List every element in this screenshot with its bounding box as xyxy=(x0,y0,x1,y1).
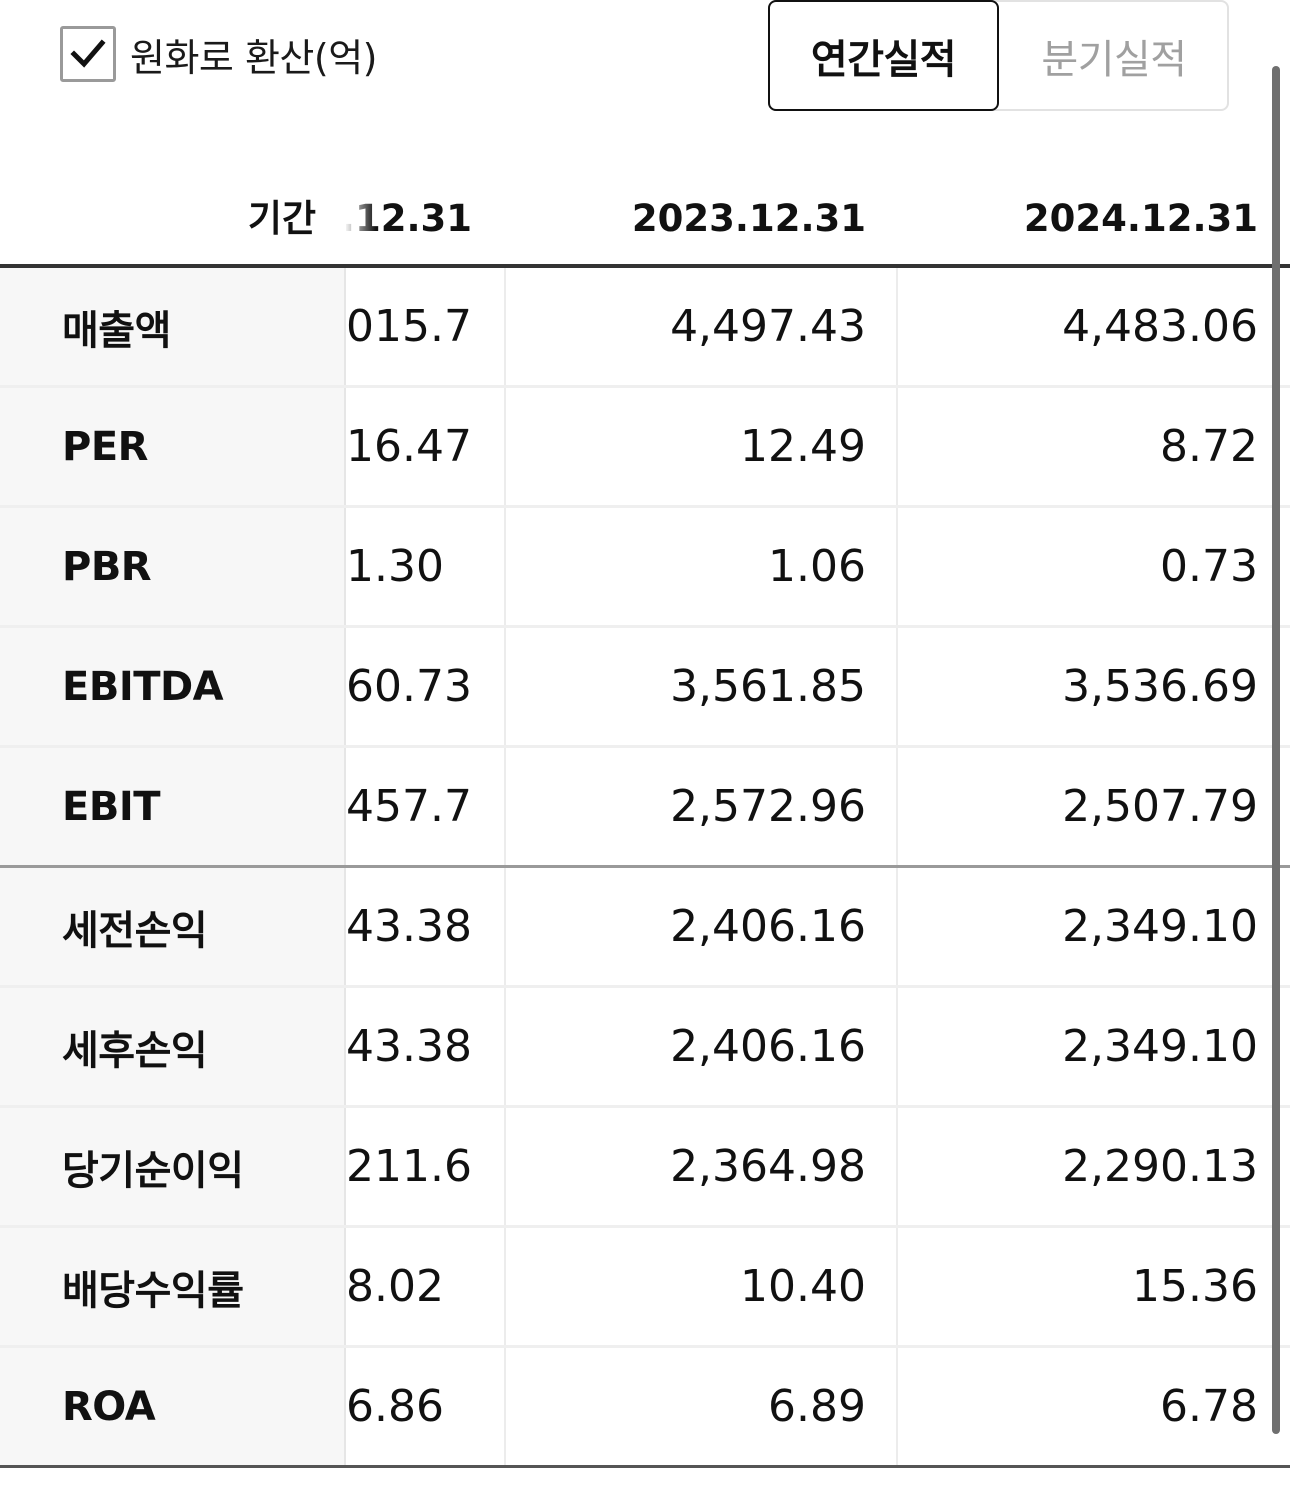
tab-quarterly[interactable]: 분기실적 xyxy=(1041,36,1187,83)
tab-annual[interactable]: 연간실적 xyxy=(768,0,999,111)
cell-value: 15.36 xyxy=(1132,1261,1258,1312)
period-header-label: 기간 xyxy=(247,197,316,240)
cell-value: 10.40 xyxy=(740,1261,866,1312)
cell-value: ‎1.30‎ xyxy=(346,541,444,592)
cell-value: 4,483.06 xyxy=(1062,301,1258,352)
cell-value: ‎8.02‎ xyxy=(346,1261,444,1312)
cell-value: ‎015.77‎ xyxy=(346,301,472,352)
cell-value: 2,290.13 xyxy=(1062,1141,1258,1192)
column-header-2022: ‎2.12.31‎ xyxy=(346,197,472,240)
cell-value: 2,349.10 xyxy=(1062,1021,1258,1072)
column-divider xyxy=(896,988,898,1105)
table-row-pbr: PBR ‎1.30‎ 1.06 0.73 xyxy=(0,508,1290,628)
cell-value: 3,561.85 xyxy=(670,661,866,712)
column-divider xyxy=(896,1348,898,1465)
table-row-roa: ROA ‎6.86‎ 6.89 6.78 xyxy=(0,1348,1290,1468)
cell-value: 2,406.16 xyxy=(670,1021,866,1072)
table-header-row: 기간 ‎2.12.31‎ 2023.12.31 2024.12.31 xyxy=(0,150,1290,268)
table-row-revenue: 매출액 ‎015.77‎ 4,497.43 4,483.06 xyxy=(0,268,1290,388)
column-divider xyxy=(504,388,506,505)
cell-value: ‎16.47‎ xyxy=(346,421,472,472)
cell-value: 3,536.69 xyxy=(1062,661,1258,712)
krw-convert-toggle[interactable]: 원화로 환산(억) xyxy=(60,24,378,84)
row-label: ROA xyxy=(0,1348,346,1465)
cell-value: 0.73 xyxy=(1160,541,1258,592)
column-divider xyxy=(896,1228,898,1345)
column-divider xyxy=(896,268,898,385)
krw-convert-checkbox[interactable] xyxy=(60,26,116,82)
cell-value: 2,507.79 xyxy=(1062,781,1258,832)
checkmark-icon xyxy=(70,39,106,68)
cell-value: ‎60.73‎ xyxy=(346,661,472,712)
cell-value: ‎43.38‎ xyxy=(346,901,472,952)
column-divider xyxy=(504,748,506,865)
column-header-2024: 2024.12.31 xyxy=(1023,197,1258,240)
row-label: 세전손익 xyxy=(0,868,346,985)
row-label: EBIT xyxy=(0,748,346,865)
column-divider xyxy=(896,868,898,985)
column-divider xyxy=(504,628,506,745)
column-divider xyxy=(896,508,898,625)
row-label: 당기순이익 xyxy=(0,1108,346,1225)
column-divider xyxy=(504,1228,506,1345)
column-divider xyxy=(504,268,506,385)
column-divider xyxy=(504,508,506,625)
cell-value: 2,572.96 xyxy=(670,781,866,832)
row-label: EBITDA xyxy=(0,628,346,745)
column-divider xyxy=(896,388,898,505)
table-row-pretax-income: 세전손익 ‎43.38‎ 2,406.16 2,349.10 xyxy=(0,868,1290,988)
column-divider xyxy=(504,988,506,1105)
table-row-per: PER ‎16.47‎ 12.49 8.72 xyxy=(0,388,1290,508)
table-row-aftertax-income: 세후손익 ‎43.38‎ 2,406.16 2,349.10 xyxy=(0,988,1290,1108)
cell-value: ‎6.86‎ xyxy=(346,1381,444,1432)
table-row-ebit: EBIT ‎457.72‎ 2,572.96 2,507.79 xyxy=(0,748,1290,868)
cell-value: ‎43.38‎ xyxy=(346,1021,472,1072)
column-divider xyxy=(504,1108,506,1225)
period-tabs: 연간실적 분기실적 xyxy=(768,0,1229,111)
table-row-ebitda: EBITDA ‎60.73‎ 3,561.85 3,536.69 xyxy=(0,628,1290,748)
cell-value: 4,497.43 xyxy=(670,301,866,352)
cell-value: 2,406.16 xyxy=(670,901,866,952)
cell-value: 8.72 xyxy=(1160,421,1258,472)
krw-convert-label: 원화로 환산(억) xyxy=(130,35,378,80)
row-label: PBR xyxy=(0,508,346,625)
cell-value: ‎211.62‎ xyxy=(346,1141,472,1192)
cell-value: 1.06 xyxy=(768,541,866,592)
cell-value: ‎457.72‎ xyxy=(346,781,472,832)
vertical-scrollbar[interactable] xyxy=(1272,66,1280,1434)
column-divider xyxy=(896,1108,898,1225)
row-label: PER xyxy=(0,388,346,505)
column-divider xyxy=(504,1348,506,1465)
cell-value: 6.89 xyxy=(768,1381,866,1432)
column-header-2023: 2023.12.31 xyxy=(631,197,866,240)
cell-value: 6.78 xyxy=(1160,1381,1258,1432)
cell-value: 12.49 xyxy=(740,421,866,472)
cell-value: 2,349.10 xyxy=(1062,901,1258,952)
row-label: 매출액 xyxy=(0,268,346,385)
row-label: 세후손익 xyxy=(0,988,346,1105)
column-divider xyxy=(504,868,506,985)
table-row-dividend-yield: 배당수익률 ‎8.02‎ 10.40 15.36 xyxy=(0,1228,1290,1348)
financial-table: 기간 ‎2.12.31‎ 2023.12.31 2024.12.31 매출액 ‎… xyxy=(0,150,1290,1468)
table-row-net-income: 당기순이익 ‎211.62‎ 2,364.98 2,290.13 xyxy=(0,1108,1290,1228)
row-label: 배당수익률 xyxy=(0,1228,346,1345)
cell-value: 2,364.98 xyxy=(670,1141,866,1192)
column-divider xyxy=(896,748,898,865)
column-divider xyxy=(896,628,898,745)
